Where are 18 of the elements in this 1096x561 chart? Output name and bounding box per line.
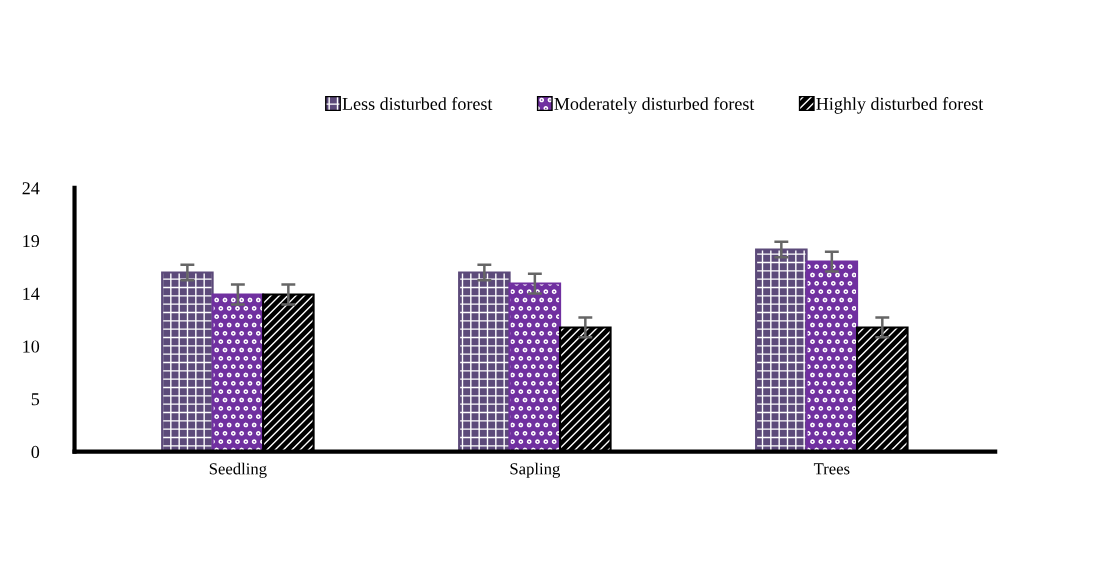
y-tick-label: 0	[31, 445, 40, 459]
y-tick-label: 5	[31, 393, 40, 406]
legend-label: Highly disturbed forest	[816, 97, 984, 114]
x-tick-label: Trees	[813, 463, 850, 475]
y-tick-label: 24	[22, 182, 40, 195]
bar	[805, 260, 859, 452]
legend-label: Less disturbed forest	[342, 97, 493, 110]
bar	[161, 271, 214, 452]
x-tick-label: Sapling	[510, 462, 560, 478]
x-tick-label: Seedling	[209, 462, 267, 478]
bar	[211, 293, 265, 452]
y-tick-label: 19	[23, 234, 40, 248]
y-tick-label: 10	[23, 340, 40, 353]
bar	[458, 271, 511, 452]
legend-label: Moderately disturbed forest	[554, 97, 755, 114]
bar	[508, 282, 562, 452]
bar	[755, 248, 808, 452]
y-tick-label: 14	[23, 287, 40, 300]
